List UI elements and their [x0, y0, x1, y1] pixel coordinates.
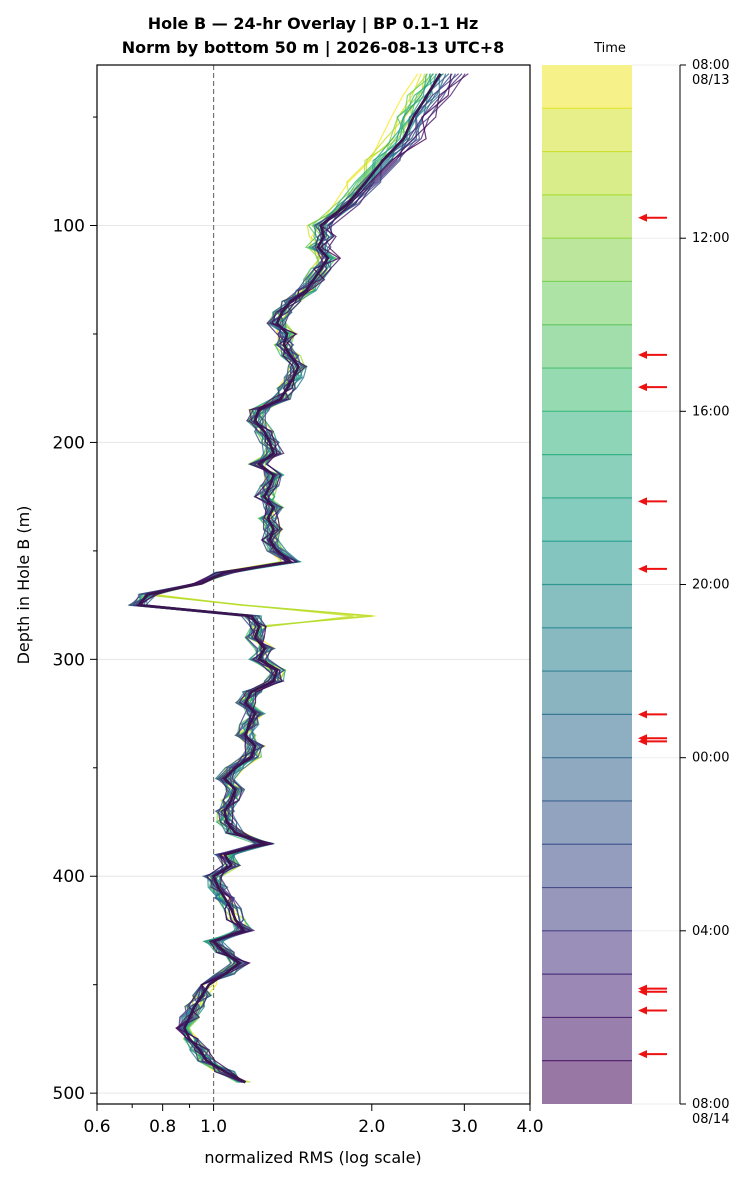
colorbar-band [542, 368, 632, 412]
hourly-trace [138, 73, 434, 1083]
hourly-trace [142, 73, 422, 1083]
plot-frame [96, 64, 531, 1105]
colorbar-band [542, 1017, 632, 1061]
event-arrow-head [638, 350, 647, 359]
hourly-trace [133, 73, 463, 1083]
colorbar-band [542, 887, 632, 931]
hourly-trace [127, 73, 432, 1083]
colorbar-band [542, 930, 632, 975]
hourly-trace [138, 73, 452, 1083]
event-arrow-head [638, 737, 647, 746]
event-arrow-head [638, 1006, 647, 1015]
colorbar-band [542, 974, 632, 1018]
colorbar-band [542, 714, 632, 758]
hourly-trace [139, 73, 429, 1083]
colorbar [542, 64, 680, 1105]
hourly-trace [137, 73, 437, 1083]
x-tick-label: 1.0 [200, 1117, 227, 1137]
median-trace [135, 73, 442, 1084]
hourly-trace [132, 73, 460, 1083]
event-arrow-head [638, 383, 647, 392]
time-axis: 08:00 08/13 12:00 16:00 20:00 00:00 04:00 08:00… [679, 58, 729, 1127]
colorbar-band [542, 454, 632, 498]
time-tick-label: 00:00 [692, 751, 729, 766]
hourly-trace [151, 73, 425, 1083]
hourly-trace [129, 73, 456, 1083]
event-arrow-head [638, 497, 647, 506]
gridlines [97, 65, 530, 1104]
hourly-trace [144, 73, 443, 1083]
hourly-trace [134, 73, 445, 1083]
colorbar-band [542, 757, 632, 801]
y-tick-label: 100 [53, 217, 85, 237]
colorbar-band [542, 497, 632, 542]
hourly-trace [139, 73, 434, 1083]
event-arrow-head [638, 1050, 647, 1059]
colorbar-band [542, 800, 632, 845]
time-tick-label: 08:00 08/14 [692, 1097, 729, 1127]
hourly-trace [143, 73, 440, 1083]
time-tick-label: 20:00 [692, 578, 729, 593]
x-tick-label: 0.8 [149, 1117, 176, 1137]
hourly-trace [130, 73, 438, 1083]
time-tick-label: 04:00 [692, 924, 729, 939]
colorbar-band [542, 1060, 632, 1104]
colorbar-band [542, 151, 632, 195]
colorbar-band [542, 324, 632, 369]
y-tick-label: 300 [53, 650, 85, 670]
hourly-trace [135, 73, 427, 1083]
colorbar-band [542, 541, 632, 585]
plot-border [96, 64, 531, 1105]
y-tick-label: 500 [53, 1084, 85, 1104]
chart-title: Hole B — 24-hr Overlay | BP 0.1–1 Hz [148, 14, 479, 34]
hourly-trace [132, 73, 441, 1083]
chart-subtitle: Norm by bottom 50 m | 2026-08-13 UTC+8 [122, 38, 505, 58]
colorbar-band [542, 844, 632, 888]
colorbar-band [542, 238, 632, 282]
hourly-trace [128, 73, 450, 1083]
event-arrow-head [638, 564, 647, 573]
time-tick-label: 08:00 08/13 [692, 58, 729, 88]
event-arrow-head [638, 710, 647, 719]
hourly-trace [134, 73, 466, 1083]
colorbar-band [542, 584, 632, 628]
colorbar-label: Time [593, 41, 626, 56]
colorbar-band [542, 671, 632, 715]
y-axis-label: Depth in Hole B (m) [14, 506, 33, 665]
colorbar-band [542, 194, 632, 239]
event-arrow-head [638, 987, 647, 996]
y-tick-label: 400 [53, 867, 85, 887]
hourly-trace [128, 73, 453, 1083]
colorbar-band [542, 411, 632, 455]
x-tick-label: 3.0 [451, 1117, 478, 1137]
y-axis: 100 200 300 400 500 [53, 116, 97, 1104]
x-tick-label: 2.0 [358, 1117, 385, 1137]
hourly-trace [137, 73, 469, 1083]
time-tick-label: 16:00 [692, 404, 729, 419]
colorbar-band [542, 108, 632, 152]
colorbar-band [542, 281, 632, 325]
x-axis-label: normalized RMS (log scale) [204, 1148, 421, 1167]
x-tick-label: 0.6 [83, 1117, 110, 1137]
event-arrow-head [638, 213, 647, 222]
hourly-trace [153, 73, 419, 1083]
x-axis: 0.6 0.8 1.0 2.0 3.0 4.0 [83, 1104, 544, 1137]
x-tick-label: 4.0 [516, 1117, 543, 1137]
trace-lines [127, 73, 469, 1084]
colorbar-band [542, 65, 632, 109]
time-tick-label: 12:00 [692, 231, 729, 246]
hourly-trace [144, 73, 447, 1083]
y-tick-label: 200 [53, 433, 85, 453]
colorbar-band [542, 627, 632, 672]
hourly-trace [130, 73, 435, 1083]
event-arrows [638, 213, 667, 1059]
